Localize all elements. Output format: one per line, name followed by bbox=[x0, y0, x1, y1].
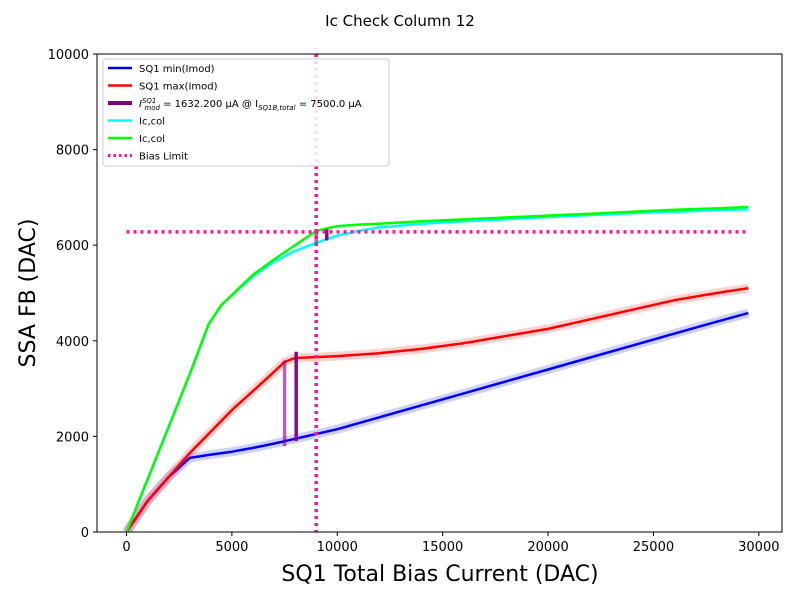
x-axis-label: SQ1 Total Bias Current (DAC) bbox=[281, 562, 598, 587]
legend-item: Ic,col bbox=[108, 117, 165, 128]
y-tick-label: 8000 bbox=[56, 144, 89, 159]
legend-item: Bias Limit bbox=[108, 152, 188, 163]
series-line-3 bbox=[125, 208, 749, 532]
series-spread bbox=[122, 283, 749, 532]
legend-item: SQ1 min(Imod) bbox=[108, 64, 215, 75]
legend: SQ1 min(Imod) SQ1 max(Imod) ISQ1 mod = 1632… bbox=[102, 58, 390, 167]
legend-label: Ic,col bbox=[139, 117, 165, 128]
x-tick-label: 25000 bbox=[633, 540, 674, 555]
x-tick-label: 30000 bbox=[738, 540, 779, 555]
series-curve bbox=[125, 205, 749, 532]
x-axis: 0 5000 10000 15000 20000 25000 30000 bbox=[122, 532, 779, 555]
legend-label: Bias Limit bbox=[139, 152, 188, 163]
legend-item: ISQ1 mod = 1632.200 μA @ ISQ1B,total = 75… bbox=[108, 97, 362, 112]
y-tick-label: 0 bbox=[81, 526, 89, 541]
legend-label: ISQ1 mod = 1632.200 μA @ ISQ1B,total = 75… bbox=[139, 97, 362, 112]
legend-label: Ic,col bbox=[139, 134, 165, 145]
legend-box bbox=[102, 58, 390, 167]
y-axis: 0 2000 4000 6000 8000 10000 bbox=[48, 48, 97, 541]
x-tick-label: 10000 bbox=[317, 540, 358, 555]
plot-frame bbox=[96, 53, 783, 533]
series-line-4 bbox=[125, 205, 749, 532]
legend-item: SQ1 max(Imod) bbox=[108, 82, 218, 93]
series-curve bbox=[125, 286, 749, 532]
x-tick-label: 20000 bbox=[527, 540, 568, 555]
x-tick-label: 15000 bbox=[422, 540, 463, 555]
y-tick-label: 2000 bbox=[56, 430, 89, 445]
legend-label: SQ1 min(Imod) bbox=[139, 64, 215, 75]
x-tick-label: 5000 bbox=[215, 540, 248, 555]
legend-label: SQ1 max(Imod) bbox=[139, 82, 218, 93]
series-curve bbox=[125, 208, 749, 532]
y-tick-label: 4000 bbox=[56, 335, 89, 350]
y-tick-label: 10000 bbox=[48, 48, 89, 63]
y-axis-label: SSA FB (DAC) bbox=[16, 219, 41, 368]
chart-title: Ic Check Column 12 bbox=[325, 12, 475, 30]
y-tick-label: 6000 bbox=[56, 239, 89, 254]
series-line-2 bbox=[122, 283, 749, 532]
legend-item: Ic,col bbox=[108, 134, 165, 145]
series-line-1 bbox=[122, 308, 750, 532]
series-curve bbox=[125, 311, 749, 532]
x-tick-label: 0 bbox=[122, 540, 130, 555]
